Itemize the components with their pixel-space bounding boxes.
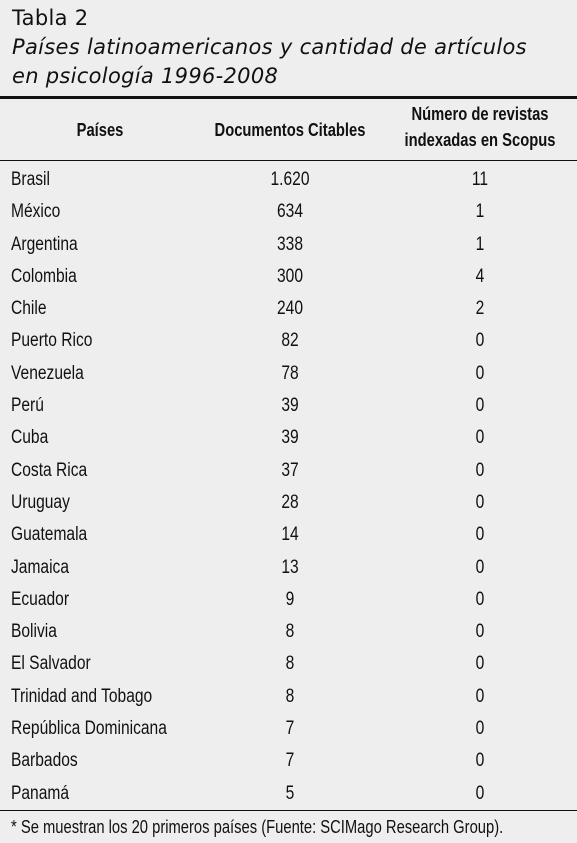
cell-journals: 0 [475,782,485,804]
cell-country: Puerto Rico [11,330,93,352]
cell-country: República Dominicana [11,718,167,740]
table-row: Guatemala 14 0 [0,519,577,551]
table-row: Panamá 5 0 [0,778,577,810]
cell-country: Cuba [11,427,49,449]
cell-journals: 4 [475,265,485,287]
cell-country: Venezuela [11,362,84,384]
cell-documents: 78 [281,362,299,384]
table-row: Bolivia 8 0 [0,616,577,648]
table-row: Trinidad and Tobago 8 0 [0,681,577,713]
cell-country: Uruguay [11,491,70,513]
cell-country: Barbados [11,750,78,772]
cell-documents: 7 [285,750,295,772]
cell-journals: 0 [475,395,485,417]
cell-journals: 0 [475,491,485,513]
cell-country: Brasil [11,169,50,190]
table-row: Uruguay 28 0 [0,487,577,519]
table-row: Costa Rica 37 0 [0,455,577,487]
cell-documents: 14 [281,524,299,546]
cell-documents: 5 [285,782,295,804]
cell-journals: 1 [475,233,485,255]
cell-journals: 0 [475,685,485,707]
table-row: Brasil 1.620 11 [0,164,577,196]
cell-journals: 11 [471,169,489,190]
cell-journals: 0 [475,330,485,352]
table-row: México 634 1 [0,196,577,228]
cell-journals: 1 [475,201,485,223]
cell-country: Ecuador [11,588,70,610]
cell-journals: 0 [475,718,485,740]
cell-journals: 0 [475,653,485,675]
table-row: Puerto Rico 82 0 [0,325,577,357]
header-journals-line-1: Número de revistas [411,104,549,124]
cell-documents: 1.620 [270,169,310,190]
cell-country: Costa Rica [11,459,88,481]
cell-country: El Salvador [11,653,91,675]
table-row: Perú 39 0 [0,390,577,422]
table-row: Ecuador 9 0 [0,584,577,616]
table-row: Colombia 300 4 [0,261,577,293]
cell-documents: 240 [276,298,303,320]
cell-documents: 8 [285,621,295,643]
cell-journals: 0 [475,750,485,772]
table-row: Chile 240 2 [0,293,577,325]
cell-country: Perú [11,395,44,417]
cell-documents: 82 [281,330,299,352]
table-row: Barbados 7 0 [0,745,577,777]
cell-country: Chile [11,298,47,320]
table-row: Jamaica 13 0 [0,552,577,584]
cell-documents: 634 [276,201,303,223]
cell-documents: 39 [281,395,299,417]
cell-documents: 37 [281,459,299,481]
table-row: El Salvador 8 0 [0,648,577,680]
header-rule [0,160,577,161]
table-row: Argentina 338 1 [0,229,577,261]
cell-journals: 0 [475,427,485,449]
cell-journals: 0 [475,621,485,643]
cell-country: Jamaica [11,556,70,578]
header-journals-line-2: indexadas en Scopus [404,130,556,150]
cell-country: Argentina [11,233,78,255]
cell-documents: 28 [281,491,299,513]
cell-country: México [11,201,61,223]
cell-documents: 7 [285,718,295,740]
cell-journals: 0 [475,588,485,610]
table-footnote: * Se muestran los 20 primeros países (Fu… [11,817,504,837]
cell-documents: 300 [276,265,303,287]
table-title-line-1: Países latinoamericanos y cantidad de ar… [12,35,527,59]
cell-documents: 8 [285,653,295,675]
top-rule [0,96,577,99]
cell-documents: 9 [285,588,295,610]
cell-country: Trinidad and Tobago [11,685,153,707]
table-row: Venezuela 78 0 [0,358,577,390]
cell-country: Guatemala [11,524,88,546]
cell-journals: 0 [475,459,485,481]
cell-documents: 338 [276,233,303,255]
header-documents: Documentos Citables [214,120,366,140]
table-title-line-2: en psicología 1996-2008 [12,64,279,88]
cell-country: Colombia [11,265,77,287]
cell-documents: 8 [285,685,295,707]
cell-country: Bolivia [11,621,57,643]
cell-documents: 39 [281,427,299,449]
header-country: Países [76,120,124,140]
cell-country: Panamá [11,782,70,804]
cell-documents: 13 [281,556,299,578]
cell-journals: 0 [475,556,485,578]
table-row: República Dominicana 7 0 [0,713,577,745]
cell-journals: 0 [475,362,485,384]
bottom-rule [0,810,577,811]
table-body: Brasil 1.620 11 México 634 1 Argentina 338 1 Colo… [0,164,577,810]
table-number: Tabla 2 [12,6,89,30]
cell-journals: 0 [475,524,485,546]
cell-journals: 2 [475,298,485,320]
table-row: Cuba 39 0 [0,422,577,454]
table-caption: Tabla 2 Países latinoamericanos y cantid… [12,4,527,91]
header-journals: Número de revistas indexadas en Scopus [390,101,570,153]
